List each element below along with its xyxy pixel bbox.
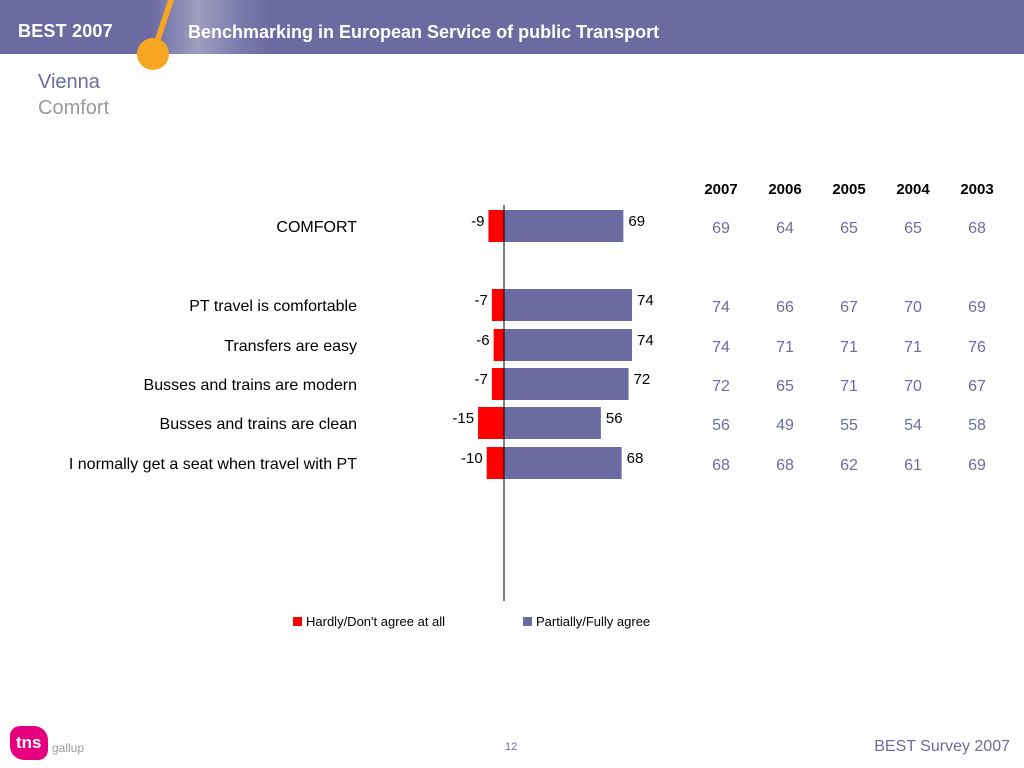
legend-swatch-disagree	[293, 617, 302, 626]
year-cell-2004: 71	[904, 339, 922, 356]
year-cell-2007: 69	[712, 220, 730, 237]
year-cell-2007: 74	[712, 299, 730, 316]
year-cell-2007: 56	[712, 417, 730, 434]
bar-agree	[504, 447, 622, 479]
row-label: Transfers are easy	[224, 338, 357, 355]
value-label-disagree: -9	[471, 213, 484, 230]
bar-agree	[504, 368, 629, 400]
page-number: 12	[505, 741, 518, 753]
value-label-agree: 72	[634, 371, 651, 388]
row-label: I normally get a seat when travel with P…	[69, 456, 357, 473]
year-cell-2004: 61	[904, 457, 922, 474]
year-header-2003: 2003	[960, 181, 993, 198]
bar-disagree	[486, 447, 504, 479]
tns-logo: tns	[10, 726, 50, 760]
row-label: Busses and trains are modern	[144, 377, 357, 394]
year-cell-2006: 71	[776, 339, 794, 356]
slide-topic: Comfort	[38, 97, 110, 119]
year-cell-2003: 68	[968, 220, 986, 237]
year-header-2006: 2006	[768, 181, 801, 198]
value-label-agree: 74	[637, 292, 654, 309]
slide-city: Vienna	[38, 71, 100, 93]
value-label-agree: 68	[627, 450, 644, 467]
bar-agree	[504, 289, 633, 321]
tns-logo-blob	[10, 726, 48, 760]
bar-disagree	[488, 210, 504, 242]
year-cell-2007: 72	[712, 378, 730, 395]
year-header-2007: 2007	[704, 181, 737, 198]
row-label: Busses and trains are clean	[160, 416, 357, 433]
bar-disagree	[491, 289, 504, 321]
legend-label-disagree: Hardly/Don't agree at all	[306, 614, 445, 629]
value-label-disagree: -6	[476, 332, 489, 349]
survey-label: BEST Survey 2007	[874, 738, 1010, 755]
value-label-disagree: -15	[452, 410, 474, 427]
gallup-text: gallup	[52, 741, 85, 755]
bar-agree	[504, 210, 624, 242]
year-cell-2003: 69	[968, 299, 986, 316]
year-cell-2004: 70	[904, 299, 922, 316]
value-label-disagree: -7	[475, 371, 488, 388]
year-cell-2003: 58	[968, 417, 986, 434]
row-label: PT travel is comfortable	[189, 298, 357, 315]
legend-label-agree: Partially/Fully agree	[536, 614, 650, 629]
year-cell-2006: 66	[776, 299, 794, 316]
year-cell-2007: 74	[712, 339, 730, 356]
year-cell-2006: 49	[776, 417, 794, 434]
year-cell-2003: 67	[968, 378, 986, 395]
value-label-agree: 69	[628, 213, 645, 230]
bar-agree	[504, 329, 633, 361]
year-cell-2004: 65	[904, 220, 922, 237]
year-header-2005: 2005	[832, 181, 865, 198]
year-cell-2004: 70	[904, 378, 922, 395]
year-cell-2003: 69	[968, 457, 986, 474]
header-title: Benchmarking in European Service of publ…	[188, 22, 660, 42]
year-header-2004: 2004	[896, 181, 930, 198]
tns-logo-text: tns	[16, 733, 42, 752]
row-label: COMFORT	[276, 219, 357, 236]
year-cell-2006: 68	[776, 457, 794, 474]
value-label-disagree: -10	[461, 450, 483, 467]
year-cell-2005: 67	[840, 299, 858, 316]
year-cell-2004: 54	[904, 417, 922, 434]
value-label-agree: 74	[637, 332, 654, 349]
value-label-agree: 56	[606, 410, 623, 427]
year-cell-2005: 62	[840, 457, 858, 474]
value-label-disagree: -7	[475, 292, 488, 309]
year-cell-2005: 71	[840, 339, 858, 356]
bar-disagree	[478, 407, 504, 439]
year-cell-2006: 64	[776, 220, 794, 237]
header-orange-circle	[137, 38, 169, 70]
year-cell-2005: 55	[840, 417, 858, 434]
bar-disagree	[493, 329, 504, 361]
year-cell-2005: 71	[840, 378, 858, 395]
year-cell-2005: 65	[840, 220, 858, 237]
year-cell-2003: 76	[968, 339, 986, 356]
bar-disagree	[491, 368, 504, 400]
legend-swatch-agree	[523, 617, 532, 626]
year-cell-2007: 68	[712, 457, 730, 474]
bar-agree	[504, 407, 601, 439]
year-cell-2006: 65	[776, 378, 794, 395]
header-brand: BEST 2007	[18, 21, 113, 41]
